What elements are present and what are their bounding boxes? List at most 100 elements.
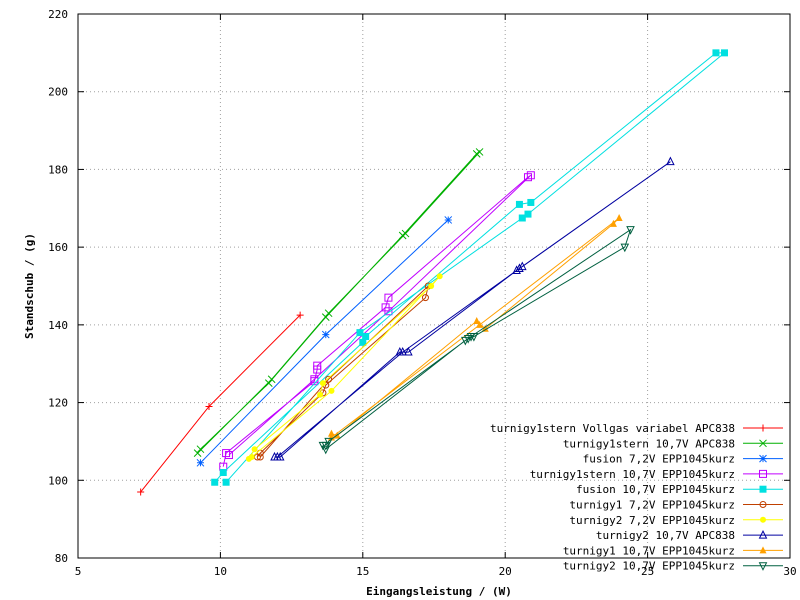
- x-tick-label: 30: [783, 565, 796, 578]
- legend-label: fusion 7,2V EPP1045kurz: [583, 453, 735, 466]
- data-point: [222, 478, 230, 486]
- y-tick-label: 140: [48, 319, 68, 332]
- data-point: [328, 387, 335, 394]
- series-line: [214, 52, 726, 483]
- y-tick-label: 220: [48, 8, 68, 21]
- data-point: [321, 445, 331, 455]
- data-point: [193, 449, 202, 457]
- data-point: [515, 200, 523, 208]
- data-point: [615, 214, 623, 221]
- data-point: [251, 446, 258, 453]
- data-point: [296, 311, 304, 319]
- series-1: [137, 311, 304, 496]
- data-point: [444, 216, 453, 224]
- data-point: [137, 488, 145, 496]
- data-point: [518, 214, 526, 222]
- y-tick-label: 160: [48, 241, 68, 254]
- data-point: [317, 391, 324, 398]
- plot-frame: [77, 13, 791, 559]
- data-point: [476, 320, 484, 328]
- legend-entry: turnigy1 7,2V EPP1045kurz: [569, 499, 783, 512]
- series-9: [327, 214, 623, 441]
- data-point: [196, 445, 205, 454]
- data-point: [712, 49, 720, 57]
- data-point: [324, 309, 333, 318]
- series-10: [318, 226, 635, 455]
- data-point: [398, 346, 407, 356]
- axes: [77, 13, 791, 559]
- data-point: [609, 219, 617, 227]
- data-point: [222, 449, 231, 458]
- data-point: [384, 307, 393, 316]
- data-point: [720, 49, 728, 57]
- data-point: [196, 458, 205, 467]
- legend-entry: turnigy1stern Vollgas variabel APC838: [490, 422, 783, 435]
- tick-labels: 5 10 15 20 25 30 80 100 120 140 160 180 200 220: [48, 8, 797, 578]
- legend-label: fusion 10,7V EPP1045kurz: [576, 483, 735, 496]
- data-point: [436, 273, 443, 280]
- legend-marker: [759, 424, 767, 432]
- series-line: [200, 219, 449, 464]
- series-line: [274, 161, 671, 458]
- gridlines: [78, 14, 790, 558]
- legend-entry: turnigy1stern 10,7V EPP1045kurz: [530, 468, 783, 481]
- data-point: [527, 198, 535, 206]
- data-point: [620, 243, 630, 253]
- data-point: [463, 334, 473, 344]
- data-point: [362, 333, 370, 341]
- legend-entry: turnigy1 10,7V EPP1045kurz: [563, 544, 783, 557]
- legend-entry: fusion 7,2V EPP1045kurz: [583, 453, 783, 466]
- x-tick-label: 15: [356, 565, 369, 578]
- series-line: [248, 275, 441, 460]
- series-line: [331, 217, 620, 438]
- data-point: [472, 150, 481, 158]
- data-point: [384, 293, 393, 302]
- data-point: [321, 330, 330, 339]
- data-point: [428, 283, 435, 289]
- data-point: [321, 441, 331, 451]
- legend-marker: [760, 516, 766, 523]
- legend-marker: [759, 501, 767, 508]
- legend-label: turnigy1stern Vollgas variabel APC838: [490, 422, 735, 435]
- data-point: [515, 263, 524, 273]
- legend-label: turnigy2 10,7V EPP1045kurz: [563, 560, 735, 573]
- data-point: [248, 453, 255, 460]
- data-point: [211, 478, 219, 486]
- data-point: [273, 451, 282, 461]
- data-point: [256, 453, 264, 461]
- series-line: [222, 174, 532, 467]
- data-point: [319, 380, 326, 387]
- legend-marker: [758, 529, 768, 539]
- plot-area: [137, 49, 728, 496]
- x-axis-label: Eingangsleistung / (W): [366, 585, 512, 598]
- x-tick-label: 5: [75, 565, 82, 578]
- y-tick-label: 120: [48, 397, 68, 410]
- series-line: [140, 314, 301, 493]
- y-tick-label: 200: [48, 86, 68, 99]
- y-tick-label: 80: [55, 552, 68, 565]
- data-point: [473, 316, 481, 324]
- y-tick-label: 100: [48, 474, 68, 487]
- data-point: [313, 361, 322, 370]
- legend-label: turnigy1stern 10,7V APC838: [563, 437, 735, 450]
- series-4: [219, 171, 535, 471]
- legend-marker: [759, 485, 767, 493]
- data-point: [264, 379, 273, 387]
- x-tick-label: 10: [214, 565, 227, 578]
- data-point: [321, 313, 330, 321]
- data-point: [359, 338, 367, 346]
- series-line: [322, 228, 632, 450]
- data-point: [224, 451, 233, 460]
- legend-entry: turnigy2 7,2V EPP1045kurz: [569, 514, 783, 527]
- y-axis-label: Standschub / (g): [23, 233, 36, 339]
- data-point: [523, 173, 532, 182]
- data-point: [219, 469, 227, 477]
- data-point: [481, 324, 489, 332]
- data-point: [626, 226, 635, 235]
- legend-marker: [759, 546, 767, 554]
- series-line: [197, 151, 480, 454]
- data-point: [526, 171, 535, 180]
- legend-entry: turnigy2 10,7V EPP1045kurz: [563, 560, 783, 573]
